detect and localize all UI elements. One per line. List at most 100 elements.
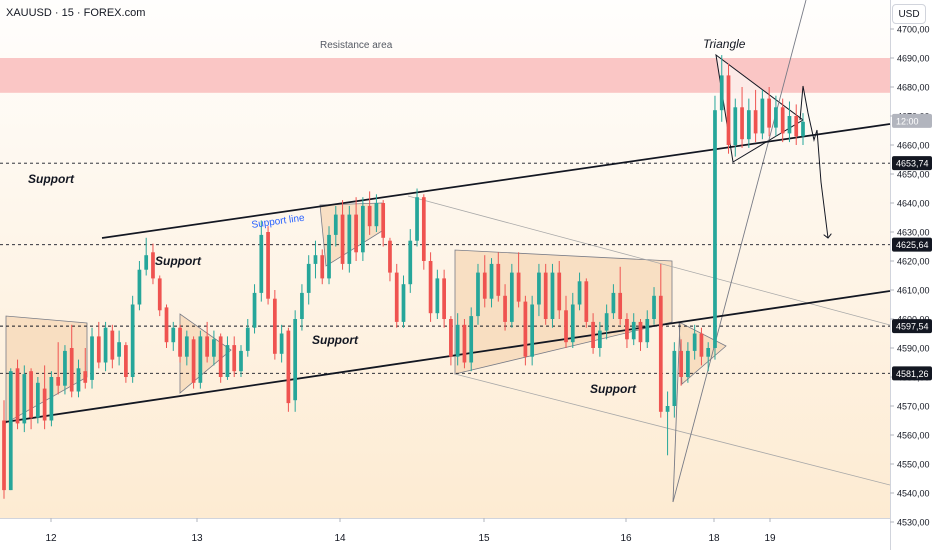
- candle: [2, 400, 6, 499]
- candle-body: [557, 272, 562, 311]
- candle: [272, 290, 277, 360]
- candle: [63, 345, 67, 395]
- candle: [90, 327, 94, 389]
- candle-body: [245, 327, 250, 351]
- candle-body: [286, 330, 291, 404]
- candle: [611, 284, 616, 319]
- price-tag-label: 12:00: [896, 116, 919, 126]
- candle-body: [347, 214, 352, 264]
- candle-body: [49, 377, 54, 421]
- candle: [381, 200, 386, 247]
- candle-body: [435, 278, 440, 314]
- candle-body: [313, 255, 318, 264]
- candle: [279, 324, 284, 363]
- candle-body: [570, 304, 575, 343]
- y-tick-label: 4610,00: [897, 286, 930, 296]
- candle-body: [462, 324, 467, 363]
- candle-body: [137, 269, 142, 305]
- candle: [516, 252, 521, 308]
- candle-body: [564, 310, 568, 343]
- candle: [421, 194, 426, 270]
- candle: [300, 284, 304, 331]
- candle-body: [428, 261, 433, 314]
- y-tick-label: 4660,00: [897, 141, 930, 151]
- y-tick-label: 4700,00: [897, 25, 930, 35]
- candle-body: [686, 350, 690, 377]
- pattern-wedge: [454, 249, 673, 375]
- candle-body: [103, 327, 108, 363]
- candle-body: [408, 240, 413, 285]
- candle: [442, 269, 446, 328]
- candle: [604, 304, 609, 340]
- candle-body: [550, 272, 555, 319]
- candle-body: [537, 272, 541, 305]
- candle: [638, 319, 643, 351]
- candle: [15, 359, 20, 430]
- y-tick-label: 4650,00: [897, 170, 930, 180]
- symbol-title[interactable]: XAUUSD · 15 · FOREX.com: [6, 7, 146, 19]
- candle: [151, 243, 155, 285]
- candle-body: [327, 234, 331, 279]
- candle-body: [8, 371, 13, 491]
- candle: [665, 391, 670, 456]
- candle: [760, 89, 765, 140]
- candle-body: [63, 350, 67, 386]
- candle: [706, 342, 711, 372]
- candle: [184, 330, 189, 366]
- candle-body: [394, 272, 399, 322]
- candle-body: [259, 234, 264, 293]
- price-tag: 4597,54: [892, 319, 932, 334]
- annotation-label: Triangle: [703, 37, 746, 51]
- candle: [96, 321, 101, 369]
- candle: [740, 87, 744, 148]
- channel-lower-line: [4, 290, 891, 423]
- candle-body: [374, 203, 379, 227]
- candles-layer: [2, 55, 805, 499]
- candle-body: [726, 75, 731, 145]
- candle: [266, 226, 270, 305]
- candle: [103, 321, 108, 372]
- candle-body: [35, 382, 40, 418]
- candle: [8, 368, 13, 491]
- y-tick-label: 4550,00: [897, 460, 930, 470]
- price-tag: 4653,74: [892, 156, 932, 171]
- candle-body: [645, 319, 650, 343]
- candle-body: [83, 371, 88, 383]
- candle: [306, 255, 311, 305]
- price-tag-label: 4597,54: [896, 322, 929, 332]
- candle: [110, 324, 115, 369]
- candle-body: [760, 98, 765, 134]
- price-tag-box: [892, 366, 932, 381]
- candle: [713, 95, 717, 360]
- candle: [584, 278, 589, 328]
- candle: [35, 377, 40, 424]
- candle: [198, 330, 203, 389]
- candle-body: [442, 278, 446, 319]
- candle: [564, 295, 568, 348]
- candle-body: [178, 327, 182, 357]
- candle-body: [421, 197, 426, 261]
- candle-body: [90, 336, 94, 380]
- x-tick-label: 19: [764, 533, 776, 544]
- candle-body: [151, 252, 155, 279]
- candle-body: [672, 350, 677, 406]
- candle-body: [598, 330, 602, 348]
- candle-body: [320, 255, 325, 279]
- candle: [171, 321, 176, 351]
- candle-body: [584, 281, 589, 322]
- y-tick-label: 4590,00: [897, 344, 930, 354]
- candle-body: [15, 368, 20, 424]
- candle-body: [157, 278, 162, 311]
- candle-body: [69, 348, 74, 392]
- candle: [42, 365, 47, 430]
- candle: [178, 324, 182, 363]
- candle: [354, 197, 358, 261]
- candle-body: [503, 295, 507, 322]
- candle-body: [367, 205, 372, 227]
- candle-body: [117, 342, 121, 357]
- currency-button[interactable]: USD: [892, 4, 926, 24]
- price-tag: 4581,26: [892, 366, 932, 381]
- price-tag-label: 4581,26: [896, 369, 929, 379]
- candle: [699, 327, 704, 366]
- candle: [625, 313, 629, 348]
